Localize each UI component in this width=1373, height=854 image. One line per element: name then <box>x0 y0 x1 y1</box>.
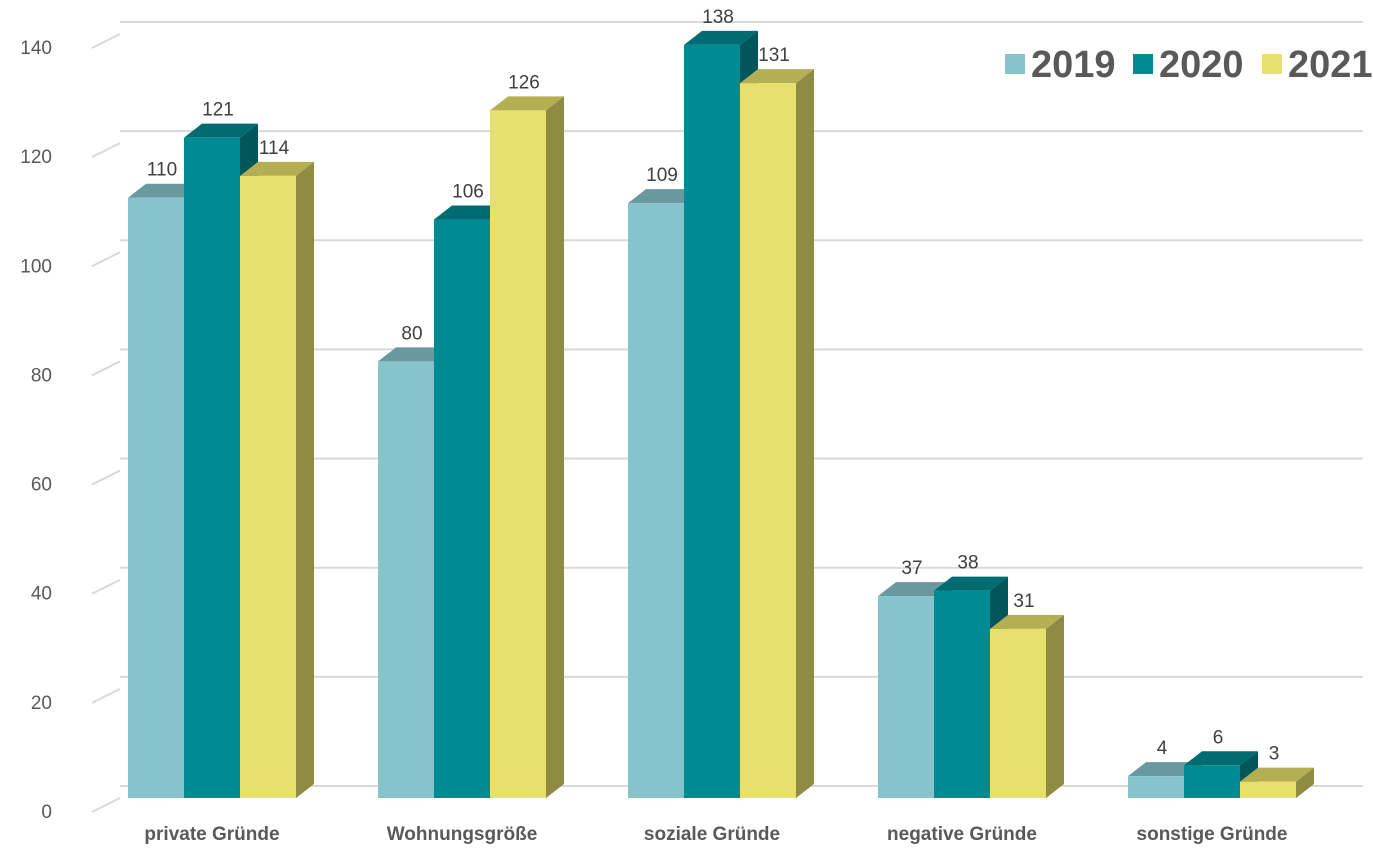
bar-top <box>628 189 702 204</box>
bar-top <box>378 347 452 362</box>
legend-label: 2021 <box>1288 44 1373 86</box>
bar-front <box>184 137 240 798</box>
bar-side <box>296 161 314 798</box>
bar-2021-1 <box>490 96 564 798</box>
legend-item-2020: 2020 <box>1133 44 1244 86</box>
bar-front <box>1184 765 1240 798</box>
bar-2021-0 <box>240 161 314 798</box>
legend-label: 2019 <box>1031 44 1116 86</box>
bar-top <box>684 30 758 45</box>
bar-side <box>1046 614 1064 798</box>
bar-front <box>878 596 934 798</box>
data-label: 131 <box>758 45 790 66</box>
bar-front <box>1240 781 1296 798</box>
bar-front <box>684 44 740 798</box>
bar-2021-2 <box>740 69 814 799</box>
data-labels: 110 121 114 80 106 126 109 138 131 37 38 31 4 6 3 <box>147 7 1279 765</box>
data-label: 110 <box>147 160 177 181</box>
bar-front <box>434 219 490 799</box>
bar-side <box>796 69 814 799</box>
data-label: 126 <box>508 72 540 93</box>
legend-swatch <box>1133 54 1153 74</box>
data-label: 38 <box>957 553 978 574</box>
bars <box>128 30 1314 799</box>
bar-front <box>740 83 796 799</box>
legend-item-2019: 2019 <box>1005 44 1116 86</box>
data-label: 37 <box>901 558 922 579</box>
bar-side <box>546 96 564 798</box>
y-axis: 0 20 40 60 80 100 120 140 <box>20 38 52 823</box>
y-tick-label: 100 <box>20 256 52 277</box>
bar-front <box>934 590 990 798</box>
bar-top <box>240 161 314 176</box>
x-category-label: soziale Gründe <box>644 824 780 845</box>
gridline-depth <box>91 797 121 813</box>
bar-2021-3 <box>990 614 1064 798</box>
data-label: 3 <box>1269 744 1280 765</box>
bar-top <box>1128 762 1202 777</box>
bar-top <box>490 96 564 111</box>
x-category-label: private Gründe <box>144 824 279 845</box>
gridline-depth <box>91 687 121 704</box>
gridline-depth <box>91 578 121 595</box>
x-category-label: negative Gründe <box>887 824 1037 845</box>
y-tick-label: 80 <box>31 365 52 386</box>
bar-front <box>240 175 296 798</box>
gridline-depth <box>91 33 121 49</box>
gridline-depth <box>91 251 121 268</box>
data-label: 138 <box>702 7 734 28</box>
data-label: 31 <box>1013 591 1034 612</box>
data-label: 114 <box>259 138 290 159</box>
data-label: 80 <box>401 323 422 344</box>
bar-front <box>128 197 184 798</box>
legend-swatch <box>1262 54 1282 74</box>
x-axis: private Gründe Wohnungsgröße soziale Gründ… <box>144 824 1287 845</box>
data-label: 6 <box>1213 727 1224 748</box>
gridline-depth <box>91 469 121 486</box>
y-tick-label: 60 <box>31 475 52 496</box>
bar-top <box>1184 751 1258 766</box>
legend-item-2021: 2021 <box>1262 44 1373 86</box>
bar-top <box>1240 767 1314 782</box>
bar-front <box>628 203 684 798</box>
gridline-depth <box>91 142 121 159</box>
bar-top <box>990 614 1064 629</box>
bar-top <box>434 205 508 220</box>
bar-top <box>878 582 952 597</box>
bar-top <box>740 69 814 84</box>
bar-front <box>990 628 1046 798</box>
y-tick-label: 140 <box>20 38 52 59</box>
gridline-depth <box>91 360 121 377</box>
x-category-label: sonstige Gründe <box>1137 824 1288 845</box>
data-label: 4 <box>1157 738 1168 759</box>
legend-swatch <box>1005 54 1025 74</box>
bar-top <box>128 183 202 198</box>
bar-top <box>184 123 258 138</box>
bar-front <box>378 361 434 798</box>
x-category-label: Wohnungsgröße <box>387 824 538 845</box>
legend-label: 2020 <box>1159 44 1244 86</box>
bar-front <box>1128 776 1184 798</box>
legend: 2019 2020 2021 <box>1005 44 1373 86</box>
data-label: 121 <box>202 100 234 121</box>
y-tick-label: 120 <box>20 147 52 168</box>
y-tick-label: 20 <box>31 693 52 714</box>
y-tick-label: 40 <box>31 584 52 605</box>
data-label: 106 <box>452 182 484 203</box>
bar-top <box>934 576 1008 591</box>
bar-2021-4 <box>1240 767 1314 798</box>
bar-side <box>1296 767 1314 798</box>
data-label: 109 <box>646 165 678 186</box>
bar-front <box>490 110 546 798</box>
y-tick-label: 0 <box>41 802 52 823</box>
